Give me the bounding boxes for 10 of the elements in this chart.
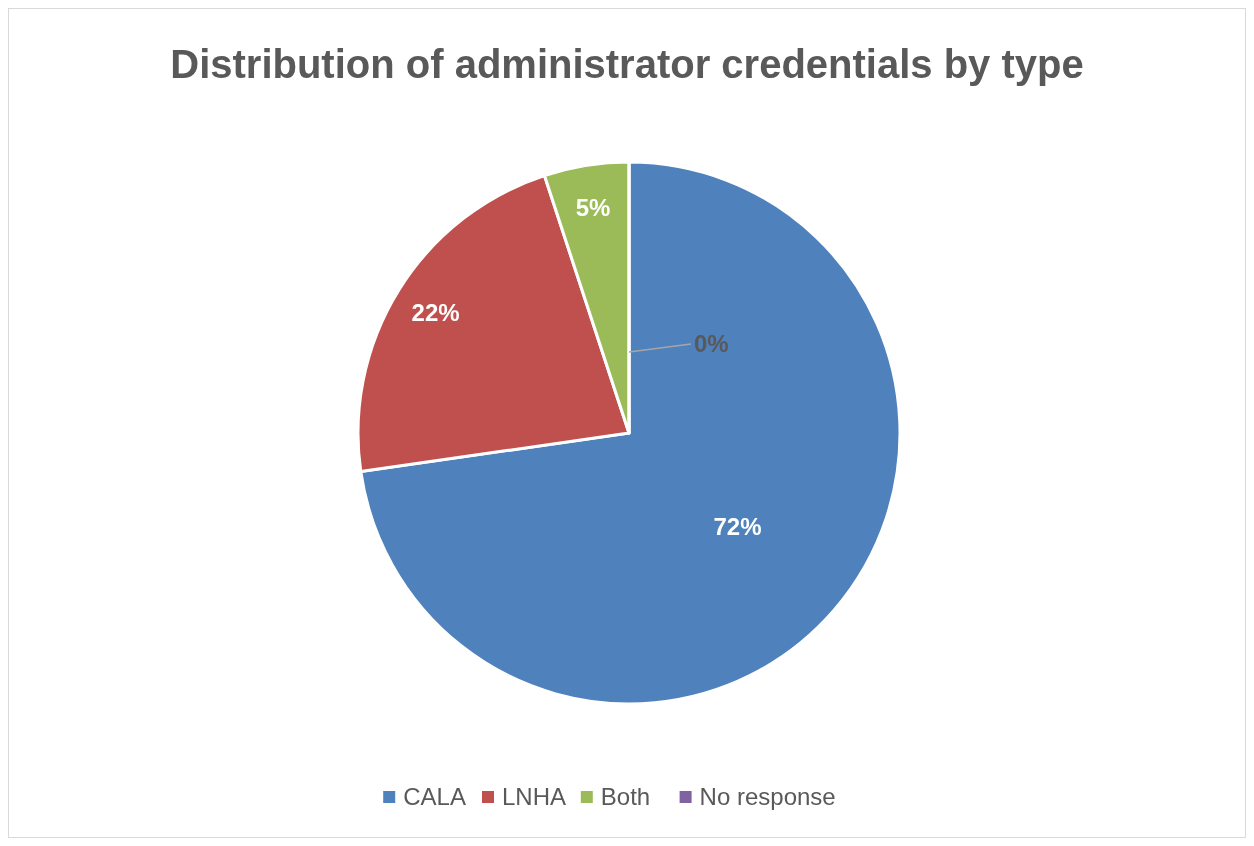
legend-label: LNHA <box>502 783 567 810</box>
text: 0% <box>694 330 729 357</box>
data-label: 72% <box>713 513 762 541</box>
chart-title: Distribution of administrator credentials by type <box>170 42 1084 86</box>
data-label: 5% <box>575 194 611 222</box>
data-label: 22% <box>411 298 460 326</box>
legend-label: CALA <box>403 783 466 810</box>
legend-label: No response <box>699 783 836 810</box>
pie-slice <box>359 160 902 706</box>
legend-label: Both <box>600 783 651 810</box>
